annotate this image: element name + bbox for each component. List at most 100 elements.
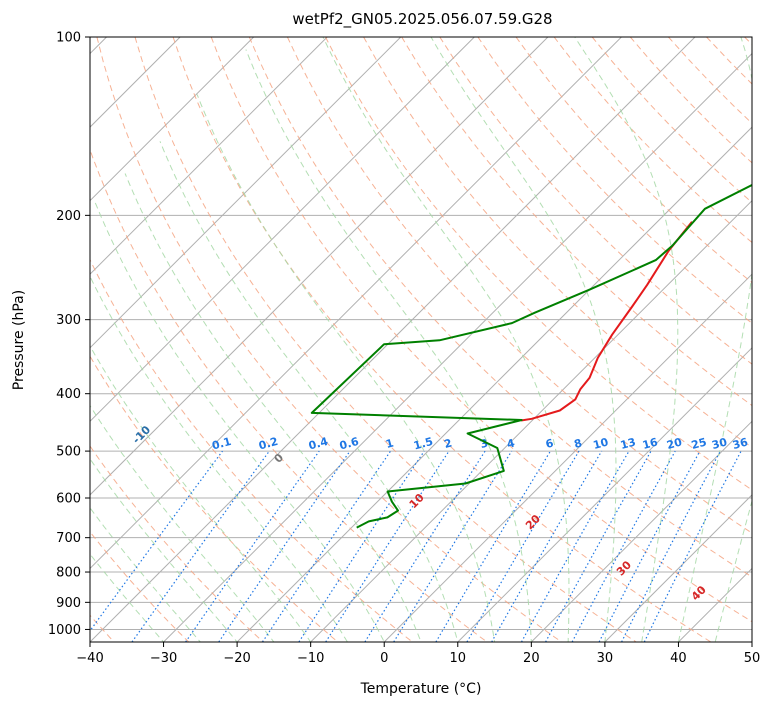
mixing-ratio-label: 36 <box>731 435 749 452</box>
dry-adiabat-line <box>134 37 637 642</box>
temperature-profile-line <box>520 221 693 422</box>
mixing-ratio-label: 1.5 <box>412 435 434 453</box>
mixing-ratio-line <box>185 450 320 642</box>
mixing-ratio-label: 20 <box>665 435 683 452</box>
isotherm-line <box>90 37 328 275</box>
moist-adiabat-line <box>124 173 438 642</box>
mixing-ratio-line <box>466 450 580 642</box>
mixing-ratio-line <box>520 450 630 642</box>
mixing-ratio-line <box>364 450 486 642</box>
dry-adiabat-line <box>90 148 488 642</box>
isotherm-line <box>163 52 752 642</box>
moist-adiabat-line <box>90 404 296 642</box>
mixing-ratio-line <box>643 450 742 642</box>
dry-adiabat-line <box>172 37 712 642</box>
chart-title: wetPf2_GN05.2025.056.07.59.G28 <box>292 10 553 28</box>
dry-adiabat-line <box>325 37 752 491</box>
x-tick-label: −40 <box>76 651 103 666</box>
isotherm-line <box>604 494 752 642</box>
x-tick-label: 30 <box>597 651 614 666</box>
moist-adiabat-line <box>574 37 679 642</box>
mixing-ratio-label: 10 <box>592 435 610 452</box>
y-tick-label: 300 <box>56 313 81 328</box>
moist-adiabat-label: 30 <box>614 558 634 578</box>
moist-adiabat-line <box>90 345 332 642</box>
mixing-ratio-line <box>261 450 391 642</box>
x-tick-label: 40 <box>670 651 687 666</box>
mixing-ratio-label: 0.1 <box>211 435 233 453</box>
dry-adiabat-line <box>706 37 752 85</box>
background-lines <box>90 37 752 642</box>
moist-adiabat-line <box>90 457 260 642</box>
dry-adiabat-line <box>248 37 752 578</box>
mixing-ratio-line <box>325 450 450 642</box>
mixing-ratio-label: 1 <box>384 436 395 451</box>
dry-adiabat-line <box>668 37 752 125</box>
moist-adiabat-line <box>322 37 580 642</box>
y-tick-label: 800 <box>56 566 81 581</box>
dry-adiabat-line <box>96 37 562 642</box>
dry-adiabat-line <box>439 37 752 365</box>
isotherm-line <box>90 37 622 570</box>
isotherm-line <box>90 37 255 202</box>
background-line-labels: 0.10.20.40.611.52346810131620253036-100-… <box>0 380 750 603</box>
dry-adiabat-line <box>210 37 752 623</box>
mixing-ratio-line <box>545 450 652 642</box>
x-tick-label: 20 <box>523 651 540 666</box>
x-axis-label: Temperature (°C) <box>360 681 482 697</box>
moist-adiabat-line <box>90 553 188 642</box>
mixing-ratio-label: 16 <box>641 435 659 452</box>
y-tick-label: 1000 <box>48 623 81 638</box>
x-tick-label: −20 <box>223 651 250 666</box>
dry-adiabat-line <box>591 37 752 204</box>
isotherm-line <box>90 37 475 423</box>
y-axis-label: Pressure (hPa) <box>11 290 27 390</box>
mixing-ratio-label: 4 <box>505 436 516 451</box>
plot-frame <box>89 36 753 643</box>
isotherm-line <box>90 37 549 496</box>
mixing-ratio-label: 0.6 <box>338 435 361 453</box>
dry-adiabat-line <box>90 355 339 642</box>
dry-adiabat-line <box>90 258 413 642</box>
axes: −40 −30 −20 −10 0 10 20 30 40 50 1000 900 800 700 600 5… <box>48 31 760 667</box>
x-tick-label: −10 <box>297 651 324 666</box>
moist-adiabat-line <box>677 37 752 642</box>
moist-adiabat-line <box>245 49 545 642</box>
y-tick-label: 600 <box>56 492 81 507</box>
isotherm-line <box>90 37 696 642</box>
mixing-ratio-line <box>298 450 425 642</box>
y-tick-label: 700 <box>56 531 81 546</box>
dry-adiabat-line <box>629 37 752 164</box>
y-tick-label: 400 <box>56 387 81 402</box>
isotherm-line <box>751 641 752 642</box>
moist-adiabat-line <box>714 498 752 642</box>
isotherm-line <box>457 347 752 642</box>
mixing-ratio-line <box>435 450 552 642</box>
mixing-ratio-line <box>131 450 270 642</box>
moist-adiabat-line <box>90 507 224 642</box>
mixing-ratio-label: 25 <box>690 435 708 452</box>
mixing-ratio-label: 8 <box>573 436 584 451</box>
moist-adiabat-line <box>196 94 509 642</box>
isotherm-line <box>90 37 402 349</box>
mixing-ratio-label: 13 <box>619 435 637 452</box>
moist-adiabat-line <box>430 37 617 642</box>
dry-adiabat-line <box>401 37 752 407</box>
dry-adiabat-line <box>744 37 752 46</box>
y-tick-label: 100 <box>56 31 81 46</box>
dry-adiabat-label: -30 <box>0 380 11 403</box>
dry-adiabat-line <box>286 37 752 534</box>
dry-adiabat-line <box>553 37 752 244</box>
moist-adiabat-line <box>90 275 368 642</box>
mixing-ratio-label: 3 <box>479 436 490 451</box>
mixing-ratio-label: 0.4 <box>307 435 330 453</box>
isotherm-line <box>383 273 752 642</box>
mixing-ratio-label: 30 <box>710 435 728 452</box>
dry-adiabat-label: -10 <box>130 423 153 446</box>
mixing-ratio-line <box>90 450 223 632</box>
mixing-ratio-line <box>571 450 676 642</box>
dewpoint-profile-line <box>310 183 752 529</box>
dry-adiabat-line <box>90 445 264 642</box>
isotherm-line <box>236 126 752 642</box>
